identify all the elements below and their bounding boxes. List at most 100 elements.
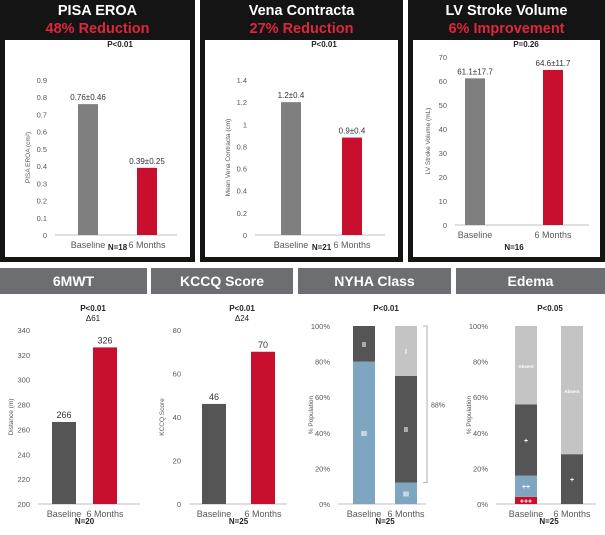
panel-header: Vena Contracta 27% Reduction bbox=[205, 0, 398, 40]
n-label: N=16 bbox=[504, 243, 524, 252]
bar-6-months bbox=[93, 347, 117, 504]
data-label: 46 bbox=[209, 392, 219, 402]
y-axis-label: Distance (m) bbox=[8, 399, 15, 436]
delta-value: Δ61 bbox=[86, 314, 101, 323]
x-category-label: 6 Months bbox=[534, 230, 572, 240]
segment-label: I bbox=[405, 349, 407, 356]
y-tick-label: 0.3 bbox=[37, 179, 47, 188]
x-category-label: Baseline bbox=[509, 509, 544, 519]
panel-title: LV Stroke Volume bbox=[445, 3, 568, 19]
y-tick-label: 0.9 bbox=[37, 76, 47, 85]
y-tick-label: 0% bbox=[477, 500, 488, 509]
segment-label: +++ bbox=[520, 498, 532, 505]
y-tick-label: 60% bbox=[315, 393, 330, 402]
data-label: 326 bbox=[97, 335, 112, 345]
y-tick-label: 20% bbox=[473, 464, 488, 473]
y-tick-label: 320 bbox=[17, 351, 30, 360]
stack-segment-6-months bbox=[395, 375, 417, 483]
y-tick-label: 0.4 bbox=[37, 162, 47, 171]
data-label: 70 bbox=[258, 340, 268, 350]
y-tick-label: 60 bbox=[173, 370, 181, 379]
segment-label: II bbox=[404, 427, 408, 434]
stack-segment-baseline bbox=[515, 404, 537, 476]
stack-segment-baseline bbox=[353, 326, 375, 362]
bar-6-months bbox=[342, 137, 362, 235]
n-label: N=18 bbox=[108, 243, 128, 252]
y-axis-label: LV Stroke Volume (mL) bbox=[425, 108, 432, 175]
segment-label: II bbox=[362, 342, 366, 349]
y-tick-label: 80% bbox=[473, 358, 488, 367]
panel-kccq-score: KCCQ Score 0 20 40 60 80 KCCQ Score P<0.01 Δ24 B… bbox=[151, 268, 293, 535]
data-label: 1.2±0.4 bbox=[278, 91, 305, 100]
edema-chart: 0% 20% 40% 60% 80% 100% % Population P<0.05 Base… bbox=[466, 304, 596, 526]
bar-baseline bbox=[281, 102, 301, 236]
y-tick-label: 40% bbox=[473, 429, 488, 438]
bar-baseline bbox=[78, 104, 98, 235]
y-tick-label: 80% bbox=[315, 358, 330, 367]
x-category-label: Baseline bbox=[47, 509, 82, 519]
y-tick-label: 240 bbox=[17, 450, 30, 459]
y-axis-label: PISA EROA (cm²) bbox=[25, 132, 32, 183]
stack-segment-baseline bbox=[515, 326, 537, 405]
segment-label: + bbox=[570, 477, 574, 484]
y-tick-label: 80 bbox=[173, 326, 181, 335]
panel-title: KCCQ Score bbox=[151, 268, 293, 294]
segment-label: Absent bbox=[518, 364, 534, 369]
y-tick-label: 40% bbox=[315, 429, 330, 438]
x-category-label: Baseline bbox=[71, 240, 106, 250]
stack-segment-6-months bbox=[395, 326, 417, 376]
stack-segment-baseline bbox=[353, 361, 375, 504]
bar-6-months bbox=[137, 167, 157, 235]
y-tick-label: 0.7 bbox=[37, 110, 47, 119]
y-tick-label: 0.8 bbox=[37, 93, 47, 102]
y-tick-label: 0.1 bbox=[37, 214, 47, 223]
y-tick-label: 300 bbox=[17, 376, 30, 385]
p-value: P<0.05 bbox=[537, 304, 563, 313]
n-label: N=25 bbox=[229, 517, 249, 526]
y-tick-label: 0.4 bbox=[237, 187, 247, 196]
panel-title: Edema bbox=[456, 268, 605, 294]
y-axis-label: % Population bbox=[308, 395, 315, 434]
y-tick-label: 60 bbox=[439, 77, 447, 86]
y-tick-label: 20 bbox=[173, 457, 181, 466]
segment-label: Absent bbox=[564, 389, 580, 394]
n-label: N=25 bbox=[539, 517, 559, 526]
y-tick-label: 20 bbox=[439, 173, 447, 182]
panel-header: PISA EROA 48% Reduction bbox=[5, 0, 190, 40]
x-category-label: Baseline bbox=[458, 230, 493, 240]
y-tick-label: 0 bbox=[177, 500, 181, 509]
y-tick-label: 0.6 bbox=[37, 128, 47, 137]
nyha-class-chart: 0% 20% 40% 60% 80% 100% % Population P<0.01 Base… bbox=[308, 304, 445, 526]
panel-header: LV Stroke Volume 6% Improvement bbox=[413, 0, 600, 40]
bar-baseline bbox=[465, 78, 485, 225]
n-label: N=25 bbox=[375, 517, 395, 526]
6mwt-chart: 200 220 240 260 280 300 320 340 Distance (m) P<0.… bbox=[8, 304, 140, 526]
bar-6-months bbox=[543, 69, 563, 226]
data-label: 0.39±0.25 bbox=[129, 157, 165, 166]
stack-segment-6-months bbox=[561, 326, 583, 455]
annotation-bracket bbox=[423, 325, 428, 484]
p-value: P<0.01 bbox=[373, 304, 399, 313]
y-axis-label: KCCQ Score bbox=[159, 398, 166, 436]
annotation-label: 88% bbox=[431, 402, 445, 409]
p-value: P=0.26 bbox=[513, 40, 539, 49]
y-tick-label: 20% bbox=[315, 464, 330, 473]
y-tick-label: 0.2 bbox=[37, 197, 47, 206]
y-tick-label: 40 bbox=[439, 125, 447, 134]
segment-label: III bbox=[403, 491, 409, 498]
panel-nyha-class: NYHA Class 0% 20% 40% 60% 80% 100% % Populatio… bbox=[298, 268, 451, 535]
panel-title: Vena Contracta bbox=[248, 3, 355, 19]
y-tick-label: 0 bbox=[43, 231, 47, 240]
y-tick-label: 40 bbox=[173, 413, 181, 422]
p-value: P<0.01 bbox=[80, 304, 106, 313]
y-tick-label: 260 bbox=[17, 425, 30, 434]
bar-baseline bbox=[202, 403, 226, 504]
panel-edema: Edema 0% 20% 40% 60% 80% 100% % Population P<0.… bbox=[456, 268, 605, 535]
y-tick-label: 1.4 bbox=[237, 76, 247, 85]
x-category-label: 6 Months bbox=[553, 509, 591, 519]
bar-6-months bbox=[251, 351, 275, 504]
stack-segment-baseline bbox=[515, 475, 537, 497]
panel-subtitle: 6% Improvement bbox=[448, 21, 565, 37]
p-value: P<0.01 bbox=[107, 40, 133, 49]
